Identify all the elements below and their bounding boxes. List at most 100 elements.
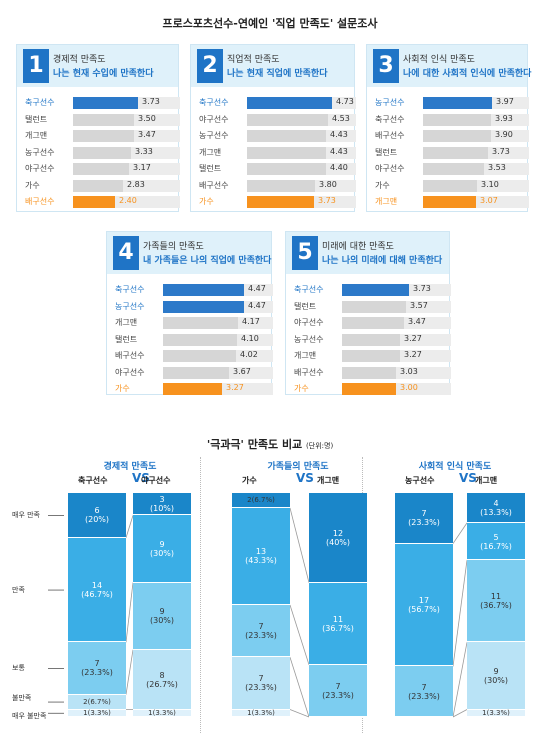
bar-label: 가수 (25, 180, 40, 190)
panel-number: 4 (113, 236, 139, 270)
stack-segment: 11 (36.7%) (467, 560, 525, 643)
bar-value: 3.47 (408, 317, 426, 326)
compare-chart-title: 경제적 만족도 (103, 462, 157, 472)
bar-row: 배구선수 2.40 (25, 194, 180, 210)
bar-value: 3.73 (413, 284, 431, 293)
bar-value: 4.02 (240, 350, 258, 359)
bar-value: 3.73 (318, 196, 336, 205)
bar-value: 3.80 (319, 179, 337, 189)
bar-value: 3.93 (495, 113, 513, 123)
bar (247, 130, 326, 142)
bar-track (342, 383, 451, 395)
vs-label: VS (296, 471, 314, 485)
bar-value: 2.40 (119, 196, 137, 205)
level-label: 매우 불만족 (12, 712, 47, 721)
bar-label: 야구선수 (25, 164, 55, 173)
panel-subtitle: 내 가족들은 나의 직업에 만족한다 (143, 256, 272, 266)
bar-label: 농구선수 (375, 98, 405, 107)
bar-label: 야구선수 (199, 114, 229, 124)
bar-label: 농구선수 (115, 301, 145, 311)
connector-line (125, 582, 134, 643)
panel-number: 1 (23, 49, 49, 83)
connector-line (452, 560, 468, 667)
panel-subtitle: 나는 나의 미래에 대해 만족한다 (322, 256, 443, 266)
connector-line (125, 649, 134, 695)
stack-segment: 17 (56.7%) (395, 543, 453, 667)
series-label-right: 개그맨 (475, 476, 498, 485)
level-label: 불만족 (12, 694, 32, 703)
divider-left (200, 457, 201, 733)
bar-track (73, 163, 180, 175)
bar (342, 366, 396, 379)
bar-row: 탤런트 3.57 (294, 299, 451, 315)
bar-label: 농구선수 (25, 147, 55, 157)
bar (163, 333, 237, 346)
bar (163, 383, 222, 395)
segment-count: 11 (490, 592, 502, 602)
bar-track (342, 350, 451, 362)
segment-pct: (46.7%) (81, 590, 113, 600)
bar-label: 가수 (199, 197, 214, 206)
bar-label: 탤런트 (25, 114, 48, 124)
vs-label: VS (459, 471, 477, 485)
panel-title: 미래에 대한 만족도 (322, 242, 394, 252)
series-label-left: 농구선수 (405, 476, 435, 485)
bar (423, 196, 476, 208)
bar-value: 3.27 (404, 333, 422, 343)
bar-label: 배구선수 (115, 351, 145, 360)
segment-pct: (40%) (325, 537, 351, 547)
bar-track (163, 383, 273, 395)
bar-value: 3.57 (410, 300, 428, 310)
bar-label: 축구선수 (375, 114, 405, 124)
bar (423, 113, 491, 126)
bar (247, 163, 326, 175)
bar-track (73, 113, 180, 126)
bar (163, 300, 244, 313)
bar-row: 농구선수 4.43 (199, 128, 356, 144)
bar (73, 113, 134, 126)
segment-count: 13 (255, 547, 267, 557)
bar (342, 333, 400, 346)
segment-count: 4 (493, 498, 499, 508)
bar-track (342, 300, 451, 313)
bar-track (342, 317, 451, 329)
bar-label: 배구선수 (294, 367, 324, 377)
segment-count: 7 (421, 509, 427, 519)
series-label-right: 야구선수 (141, 476, 171, 485)
bar-value: 3.00 (400, 383, 418, 392)
stack-segment: 7 (23.3%) (309, 664, 367, 717)
bar-label: 개그맨 (115, 318, 138, 327)
bar-value: 3.27 (226, 383, 244, 392)
bar-value: 3.07 (480, 196, 498, 205)
panel-title: 직업적 만족도 (227, 55, 280, 65)
bar (342, 300, 406, 313)
connector-line (289, 709, 310, 718)
segment-count: 7 (258, 622, 264, 632)
segment-count: 12 (332, 528, 344, 538)
bar-label: 농구선수 (199, 131, 229, 140)
stack-segment: 8 (26.7%) (133, 649, 191, 710)
stack-segment: 4 (13.3%) (467, 493, 525, 523)
bar-track (423, 146, 529, 159)
stack-segment: 9 (30%) (133, 515, 191, 583)
series-label-left: 축구선수 (78, 476, 108, 485)
bar (73, 130, 134, 142)
bar-value: 4.10 (241, 333, 259, 343)
bar-value: 3.73 (142, 97, 160, 106)
bar-row: 농구선수 4.47 (115, 299, 273, 315)
stack-segment: 1(3.3%) (133, 709, 191, 717)
segment-count: 7 (94, 659, 100, 669)
bar-row: 개그맨 3.47 (25, 128, 180, 144)
bar (247, 179, 315, 192)
segment-pct: (43.3%) (245, 556, 277, 566)
bar-row: 배구선수 3.90 (375, 128, 529, 144)
segment-pct: (23.3%) (245, 683, 277, 693)
bar-label: 야구선수 (294, 318, 324, 327)
bar-track (247, 146, 356, 159)
bar-value: 4.43 (330, 130, 348, 139)
bar-row: 개그맨 4.43 (199, 145, 356, 161)
segment-pct: (36.7%) (322, 623, 354, 633)
bar (423, 97, 492, 109)
stack-segment: 1(3.3%) (232, 709, 290, 717)
bar-track (73, 179, 180, 192)
